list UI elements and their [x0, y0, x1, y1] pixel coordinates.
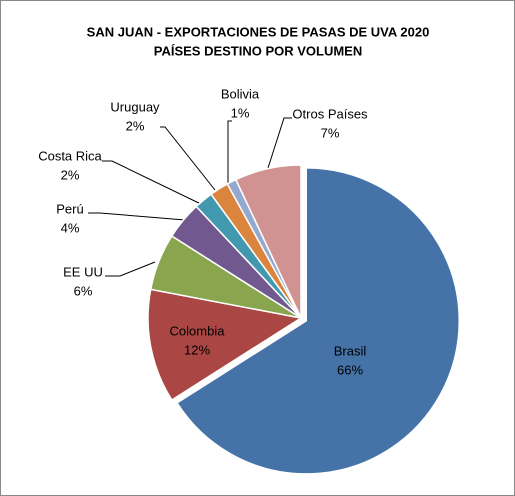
chart-subtitle: PAÍSES DESTINO POR VOLUMEN: [154, 43, 363, 58]
slice-value-label: 7%: [321, 125, 340, 140]
leader-line: [105, 261, 156, 277]
slice-label: Colombia: [170, 323, 226, 338]
slice-value-label: 2%: [61, 167, 80, 182]
slice-label: Costa Rica: [38, 148, 102, 163]
pie-slice: [234, 164, 302, 319]
slice-label: Otros Países: [292, 106, 368, 121]
slice-label: EE UU: [63, 264, 103, 279]
pie-slice: [176, 167, 460, 475]
slice-label: Bolivia: [221, 86, 260, 101]
slice-value-label: 66%: [337, 362, 363, 377]
leader-lines: [88, 117, 292, 277]
slice-value-label: 12%: [184, 342, 210, 357]
slice-value-label: 1%: [231, 105, 250, 120]
leader-line: [160, 126, 216, 191]
leader-line: [88, 212, 186, 221]
slice-value-label: 2%: [126, 118, 145, 133]
slice-value-label: 6%: [74, 283, 93, 298]
chart-title: SAN JUAN - EXPORTACIONES DE PASAS DE UVA…: [87, 24, 430, 39]
pie-slice: [147, 288, 304, 402]
slice-value-label: 4%: [61, 220, 80, 235]
slice-label: Uruguay: [110, 99, 160, 114]
leader-line: [227, 120, 232, 186]
leader-line: [102, 160, 206, 207]
leader-line: [267, 117, 292, 169]
slice-label: Brasil: [334, 343, 367, 358]
slice-label: Perú: [56, 201, 83, 216]
